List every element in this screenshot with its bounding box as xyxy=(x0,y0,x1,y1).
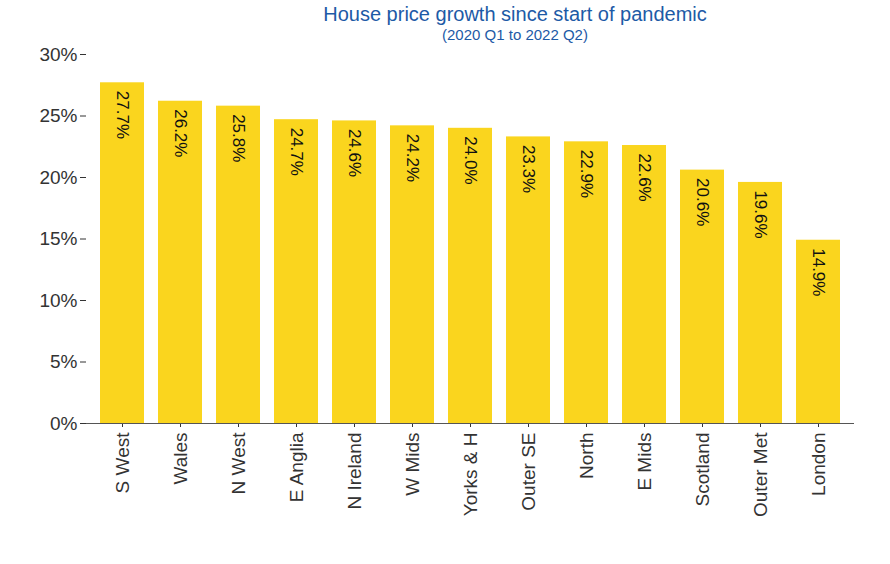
svg-text:North: North xyxy=(576,433,597,479)
svg-text:N West: N West xyxy=(228,432,249,495)
svg-text:30%: 30% xyxy=(39,44,77,65)
svg-text:25.8%: 25.8% xyxy=(229,114,248,162)
svg-text:20%: 20% xyxy=(39,167,77,188)
svg-text:23.3%: 23.3% xyxy=(519,145,538,193)
svg-text:Wales: Wales xyxy=(170,433,191,485)
svg-text:Yorks & H: Yorks & H xyxy=(460,433,481,517)
svg-text:N Ireland: N Ireland xyxy=(344,433,365,510)
svg-text:E Mids: E Mids xyxy=(634,433,655,491)
svg-text:24.0%: 24.0% xyxy=(461,136,480,184)
svg-text:5%: 5% xyxy=(50,351,78,372)
html-text:House price growth since start: House price growth since start of pandem… xyxy=(323,3,707,25)
svg-text:Outer SE: Outer SE xyxy=(518,433,539,511)
svg-text:22.6%: 22.6% xyxy=(635,154,654,202)
svg-text:24.2%: 24.2% xyxy=(403,134,422,182)
svg-text:0%: 0% xyxy=(50,413,78,434)
svg-text:Outer Met: Outer Met xyxy=(750,432,771,517)
svg-text:15%: 15% xyxy=(39,228,77,249)
svg-text:S West: S West xyxy=(112,432,133,494)
svg-text:London: London xyxy=(808,433,829,496)
svg-text:26.2%: 26.2% xyxy=(171,109,190,157)
svg-text:24.6%: 24.6% xyxy=(345,129,364,177)
svg-text:19.6%: 19.6% xyxy=(751,190,770,238)
svg-text:24.7%: 24.7% xyxy=(287,128,306,176)
svg-text:10%: 10% xyxy=(39,290,77,311)
svg-text:E Anglia: E Anglia xyxy=(286,432,307,502)
html-text:(2020 Q1 to 2022 Q2): (2020 Q1 to 2022 Q2) xyxy=(442,26,588,43)
svg-text:14.9%: 14.9% xyxy=(809,248,828,296)
svg-text:25%: 25% xyxy=(39,105,77,126)
svg-text:27.7%: 27.7% xyxy=(113,91,132,139)
svg-text:W Mids: W Mids xyxy=(402,433,423,496)
svg-text:22.9%: 22.9% xyxy=(577,150,596,198)
svg-text:20.6%: 20.6% xyxy=(693,178,712,226)
svg-text:Scotland: Scotland xyxy=(692,433,713,507)
